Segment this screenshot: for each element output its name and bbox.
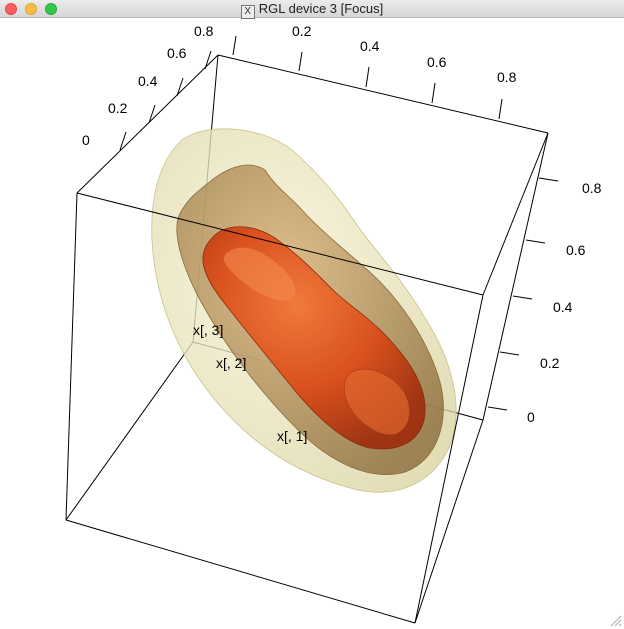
right-tick-label: 0.4 bbox=[553, 299, 573, 315]
top-tick-label: 0.8 bbox=[497, 69, 517, 85]
zoom-button[interactable] bbox=[45, 3, 57, 15]
axis-tick-marks bbox=[119, 35, 559, 411]
close-button[interactable] bbox=[5, 3, 17, 15]
density-surface-inner bbox=[202, 226, 426, 450]
axis-label-x1: x[, 1] bbox=[277, 428, 307, 444]
rgl-3d-canvas[interactable]: 0 0.2 0.4 0.6 0.8 0.2 0.4 0.6 0.8 0 0.2 … bbox=[0, 18, 624, 629]
left-tick-label: 0.6 bbox=[167, 45, 187, 61]
right-tick-label: 0.2 bbox=[540, 355, 560, 371]
right-tick-label: 0.6 bbox=[566, 242, 586, 258]
title-bar[interactable]: X RGL device 3 [Focus] bbox=[0, 0, 624, 19]
top-tick-label: 0.4 bbox=[360, 38, 380, 54]
top-tick-label: 0.2 bbox=[292, 23, 312, 39]
window-title: X RGL device 3 [Focus] bbox=[0, 1, 624, 19]
left-tick-label: 0.4 bbox=[138, 73, 158, 89]
resize-grip-icon[interactable] bbox=[610, 615, 622, 627]
axis-labels: x[, 3] x[, 2] x[, 1] bbox=[193, 322, 307, 444]
axis-label-x2: x[, 2] bbox=[216, 355, 246, 371]
left-tick-label: 0 bbox=[82, 132, 90, 148]
bounding-box-front bbox=[65, 54, 549, 624]
tick-labels: 0 0.2 0.4 0.6 0.8 0.2 0.4 0.6 0.8 0 0.2 … bbox=[82, 23, 602, 425]
top-tick-label: 0.6 bbox=[427, 54, 447, 70]
right-tick-label: 0.8 bbox=[582, 180, 602, 196]
window-title-text: RGL device 3 [Focus] bbox=[258, 1, 384, 16]
x11-icon: X bbox=[240, 5, 255, 19]
minimize-button[interactable] bbox=[25, 3, 37, 15]
left-tick-label: 0.2 bbox=[108, 100, 128, 116]
left-tick-label: 0.8 bbox=[194, 23, 214, 39]
axis-label-x3: x[, 3] bbox=[193, 322, 223, 338]
right-tick-label: 0 bbox=[527, 409, 535, 425]
